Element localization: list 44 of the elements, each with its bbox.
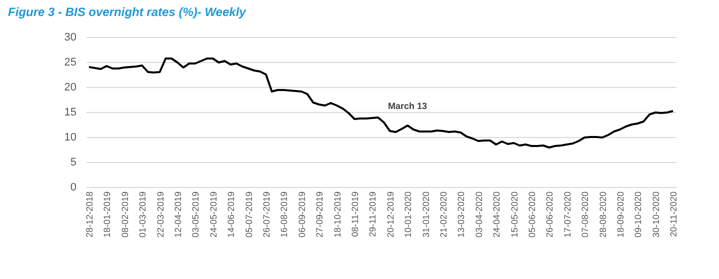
x-tick-label: 24-05-2019 bbox=[208, 192, 218, 238]
x-tick-label: 10-01-2020 bbox=[403, 192, 414, 238]
x-tick-label: 07-08-2020 bbox=[580, 192, 590, 238]
x-tick-label: 15-05-2020 bbox=[509, 192, 520, 238]
x-tick-label: 26-06-2020 bbox=[544, 192, 555, 238]
x-tick-label: 06-09-2019 bbox=[296, 192, 307, 238]
x-tick-label: 29-11-2019 bbox=[368, 192, 378, 237]
x-tick-label: 22-03-2019 bbox=[155, 192, 166, 238]
x-tick-label: 24-04-2020 bbox=[492, 192, 502, 238]
annotation: March 13 bbox=[388, 101, 428, 111]
chart-title: Figure 3 - BIS overnight rates (%)- Weekly bbox=[8, 5, 248, 19]
x-tick-label: 03-04-2020 bbox=[474, 192, 484, 238]
y-tick-label: 30 bbox=[64, 32, 76, 44]
y-tick-label: 20 bbox=[64, 82, 76, 94]
x-tick-label: 21-02-2020 bbox=[438, 192, 448, 238]
x-tick-label: 14-06-2019 bbox=[226, 192, 236, 238]
x-tick-label: 03-05-2019 bbox=[190, 192, 201, 238]
x-tick-label: 31-01-2020 bbox=[420, 192, 431, 238]
y-tick-label: 0 bbox=[70, 182, 76, 194]
x-tick-label: 17-07-2020 bbox=[562, 192, 572, 238]
x-tick-label: 13-03-2020 bbox=[456, 192, 466, 238]
y-tick-label: 25 bbox=[64, 56, 76, 68]
x-tick-label: 20-12-2019 bbox=[385, 192, 396, 238]
line-series bbox=[88, 58, 674, 148]
y-tick-label: 10 bbox=[64, 132, 76, 144]
x-tick-label: 08-11-2019 bbox=[350, 192, 360, 237]
x-tick-label: 28-12-2018 bbox=[84, 192, 94, 238]
x-tick-label: 27-09-2019 bbox=[314, 192, 325, 238]
x-tick-label: 30-10-2020 bbox=[650, 192, 661, 238]
x-tick-label: 09-10-2020 bbox=[633, 192, 644, 238]
y-tick-label: 15 bbox=[64, 106, 76, 118]
x-tick-label: 28-08-2020 bbox=[598, 192, 608, 238]
x-tick-label: 26-07-2019 bbox=[261, 192, 272, 238]
x-tick-label: 18-10-2019 bbox=[332, 192, 342, 238]
x-tick-label: 01-03-2019 bbox=[138, 192, 148, 238]
x-tick-label: 12-04-2019 bbox=[172, 192, 183, 238]
y-tick-label: 5 bbox=[70, 156, 76, 168]
x-tick-label: 16-08-2019 bbox=[279, 192, 290, 238]
x-tick-label: 05-07-2019 bbox=[244, 192, 254, 238]
x-tick-label: 18-09-2020 bbox=[615, 192, 626, 238]
x-tick-label: 05-06-2020 bbox=[526, 192, 537, 238]
x-tick-label: 20-11-2020 bbox=[668, 192, 679, 237]
x-tick-label: 08-02-2019 bbox=[120, 192, 130, 238]
x-tick-label: 18-01-2019 bbox=[102, 192, 112, 238]
